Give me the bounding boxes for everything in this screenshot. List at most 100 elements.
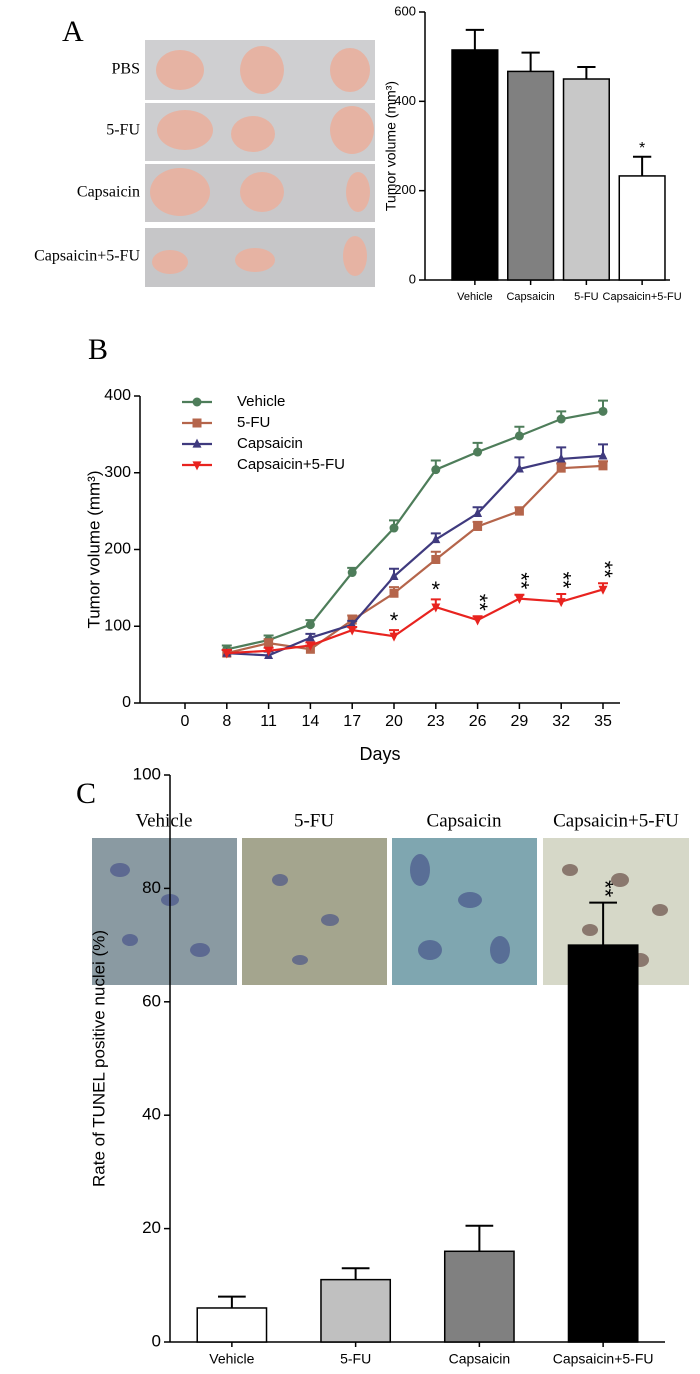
photo-label: PBS: [112, 61, 140, 78]
point: [514, 595, 524, 605]
x-tick-label: 5-FU: [340, 1351, 371, 1367]
photo-label: 5-FU: [106, 122, 140, 139]
y-tick-label: 80: [142, 878, 161, 897]
significance: **: [592, 880, 617, 898]
point: [264, 647, 274, 657]
significance: **: [592, 561, 617, 579]
point: [389, 523, 399, 533]
error-bar: [589, 901, 617, 946]
y-tick-label: 300: [104, 464, 131, 481]
photo-label: Capsaicin+5-FU: [34, 248, 140, 265]
bar: [562, 78, 610, 281]
legend-label: 5-FU: [237, 414, 270, 431]
series-line: [226, 410, 604, 651]
y-tick-label: 400: [394, 93, 416, 108]
stain-image: [92, 838, 237, 985]
bar: [451, 49, 499, 281]
bar: [443, 1250, 515, 1343]
x-tick-label: 23: [427, 713, 445, 730]
point: [556, 414, 566, 424]
stain-images: [92, 838, 689, 985]
point: [305, 641, 315, 651]
x-tick-label: 20: [385, 713, 403, 730]
y-tick-label: 400: [104, 387, 131, 404]
x-tick-label: Capsaicin: [506, 291, 554, 303]
error-bar: [632, 155, 652, 176]
significance: *: [390, 608, 399, 633]
x-tick-label: 8: [222, 713, 231, 730]
legend-label: Vehicle: [237, 393, 285, 410]
point: [598, 585, 608, 595]
bar: [320, 1278, 392, 1343]
x-tick-label: 17: [343, 713, 361, 730]
series-line: [226, 464, 604, 655]
point: [514, 463, 524, 473]
stain-image: [242, 838, 387, 985]
panel-label: B: [88, 333, 108, 366]
significance: *: [432, 577, 441, 602]
y-axis-label: Rate of TUNEL positive nuclei (%): [89, 930, 108, 1187]
x-tick-label: 0: [181, 713, 190, 730]
point: [192, 418, 202, 428]
stain-label: Capsaicin: [427, 810, 502, 831]
point: [305, 620, 315, 630]
point: [305, 632, 315, 642]
error-bar: [341, 1267, 370, 1280]
legend-label: Capsaicin+5-FU: [237, 456, 345, 473]
x-tick-label: 32: [552, 713, 570, 730]
x-tick-label: 26: [469, 713, 487, 730]
point: [473, 616, 483, 626]
significance: **: [509, 572, 534, 590]
y-tick-label: 0: [152, 1331, 161, 1350]
tumor-photos: [145, 40, 375, 287]
y-tick-label: 100: [133, 764, 161, 783]
x-axis-label: Days: [359, 744, 400, 764]
bar: [618, 175, 666, 281]
stain-label: 5-FU: [294, 810, 334, 831]
y-tick-label: 600: [394, 3, 416, 18]
y-tick-label: 200: [394, 182, 416, 197]
point: [389, 570, 399, 580]
point: [514, 431, 524, 441]
significance: **: [550, 571, 575, 589]
panel-label: C: [76, 777, 96, 810]
y-tick-label: 200: [104, 541, 131, 558]
x-tick-label: 35: [594, 713, 612, 730]
panel-label: A: [62, 15, 84, 48]
y-tick-label: 40: [142, 1105, 161, 1124]
point: [598, 406, 608, 416]
photo-label: Capsaicin: [77, 184, 140, 201]
y-axis-label: Tumor volume (mm³): [383, 81, 399, 211]
point: [556, 453, 566, 463]
point: [473, 508, 483, 518]
point: [192, 461, 202, 471]
x-tick-label: 29: [511, 713, 529, 730]
point: [347, 626, 357, 636]
x-tick-label: 14: [302, 713, 320, 730]
point: [222, 649, 232, 659]
tumors: [150, 46, 374, 276]
point: [192, 438, 202, 448]
point: [473, 521, 483, 531]
point: [431, 534, 441, 544]
point: [431, 465, 441, 475]
error-bar: [465, 1224, 494, 1252]
series-line: [226, 588, 604, 655]
point: [598, 450, 608, 460]
point: [192, 397, 202, 407]
bar: [196, 1307, 268, 1343]
point: [431, 554, 441, 564]
point: [389, 632, 399, 642]
error-bar: [577, 65, 596, 79]
legend-label: Capsaicin: [237, 435, 303, 452]
bar: [567, 944, 639, 1343]
stain-label: Vehicle: [136, 810, 193, 831]
error-bar: [218, 1295, 246, 1308]
error-bar: [465, 28, 485, 50]
point: [264, 638, 274, 648]
x-tick-label: Capsaicin: [449, 1351, 510, 1367]
x-tick-label: 5-FU: [574, 291, 599, 303]
x-tick-label: Vehicle: [457, 291, 492, 303]
point: [473, 447, 483, 457]
